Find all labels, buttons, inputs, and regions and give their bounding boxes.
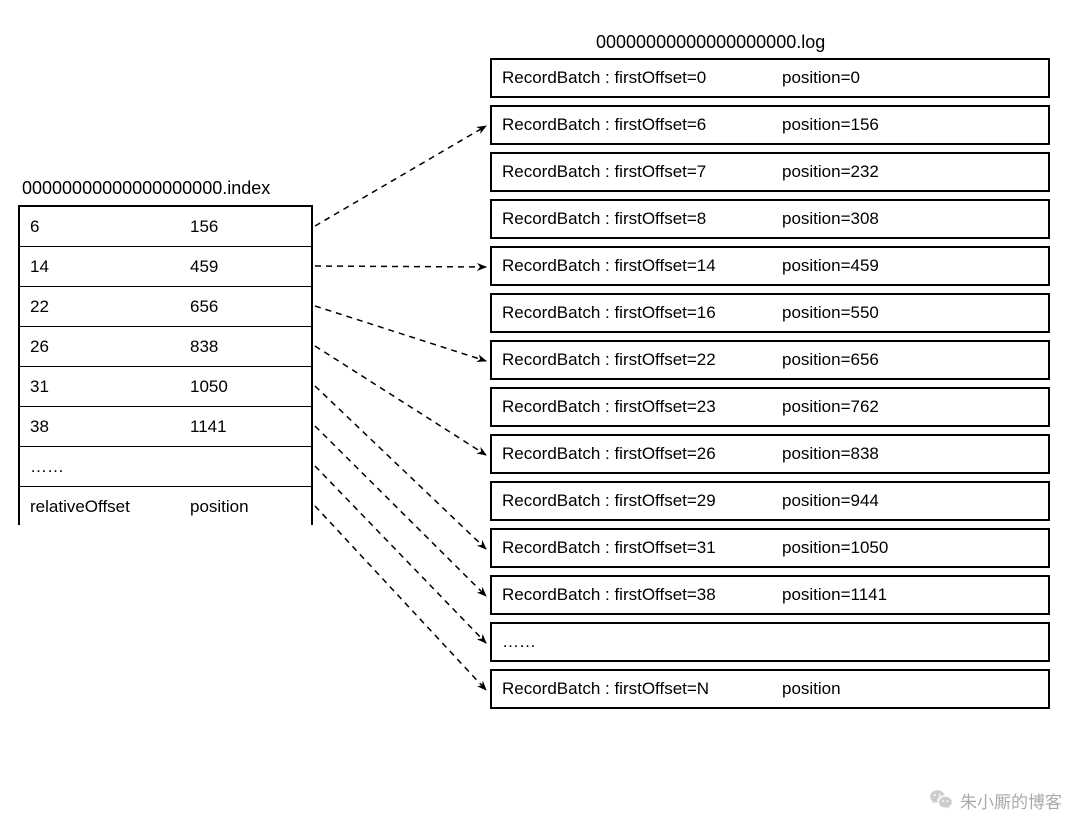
- log-first-offset: RecordBatch : firstOffset=6: [502, 115, 782, 135]
- index-row: relativeOffsetposition: [20, 487, 311, 527]
- index-row: ……: [20, 447, 311, 487]
- log-position: position=0: [782, 68, 1038, 88]
- index-table: 6156144592265626838311050381141……relativ…: [18, 205, 313, 525]
- index-relative-offset: 38: [30, 417, 190, 437]
- log-first-offset: RecordBatch : firstOffset=31: [502, 538, 782, 558]
- log-position: position: [782, 679, 1038, 699]
- log-first-offset: RecordBatch : firstOffset=29: [502, 491, 782, 511]
- index-position: 156: [190, 217, 301, 237]
- index-relative-offset: relativeOffset: [30, 497, 190, 517]
- log-first-offset: RecordBatch : firstOffset=8: [502, 209, 782, 229]
- log-position: position=156: [782, 115, 1038, 135]
- log-row: RecordBatch : firstOffset=16position=550: [490, 293, 1050, 333]
- index-row: 6156: [20, 207, 311, 247]
- log-first-offset: RecordBatch : firstOffset=7: [502, 162, 782, 182]
- log-position: position=1141: [782, 585, 1038, 605]
- arrow: [315, 386, 486, 549]
- log-row: RecordBatch : firstOffset=14position=459: [490, 246, 1050, 286]
- arrow: [315, 346, 486, 455]
- log-first-offset: RecordBatch : firstOffset=22: [502, 350, 782, 370]
- log-position: position=232: [782, 162, 1038, 182]
- index-position: 838: [190, 337, 301, 357]
- log-first-offset: RecordBatch : firstOffset=16: [502, 303, 782, 323]
- index-row: 22656: [20, 287, 311, 327]
- log-row: RecordBatch : firstOffset=31position=105…: [490, 528, 1050, 568]
- log-first-offset: RecordBatch : firstOffset=38: [502, 585, 782, 605]
- log-position: position=550: [782, 303, 1038, 323]
- credit-text: 朱小厮的博客: [960, 788, 1062, 813]
- index-position: 459: [190, 257, 301, 277]
- log-first-offset: RecordBatch : firstOffset=N: [502, 679, 782, 699]
- log-position: position=308: [782, 209, 1038, 229]
- log-first-offset: RecordBatch : firstOffset=23: [502, 397, 782, 417]
- index-relative-offset: ……: [30, 457, 190, 477]
- log-row: RecordBatch : firstOffset=0position=0: [490, 58, 1050, 98]
- log-row: RecordBatch : firstOffset=Nposition: [490, 669, 1050, 709]
- index-row: 311050: [20, 367, 311, 407]
- log-position: position=1050: [782, 538, 1038, 558]
- index-relative-offset: 14: [30, 257, 190, 277]
- wechat-icon: [928, 787, 954, 813]
- index-relative-offset: 31: [30, 377, 190, 397]
- arrow: [315, 266, 486, 267]
- log-row: RecordBatch : firstOffset=38position=114…: [490, 575, 1050, 615]
- log-row: RecordBatch : firstOffset=7position=232: [490, 152, 1050, 192]
- index-row: 26838: [20, 327, 311, 367]
- index-position: 1141: [190, 417, 301, 437]
- index-position: 656: [190, 297, 301, 317]
- log-row: RecordBatch : firstOffset=22position=656: [490, 340, 1050, 380]
- log-first-offset: RecordBatch : firstOffset=0: [502, 68, 782, 88]
- log-file-title: 00000000000000000000.log: [596, 32, 825, 53]
- index-relative-offset: 6: [30, 217, 190, 237]
- arrow: [315, 466, 486, 643]
- log-row: RecordBatch : firstOffset=8position=308: [490, 199, 1050, 239]
- log-row: RecordBatch : firstOffset=26position=838: [490, 434, 1050, 474]
- diagram-canvas: 00000000000000000000.index 6156144592265…: [0, 0, 1080, 827]
- arrow: [315, 506, 486, 690]
- log-ellipsis: ……: [502, 632, 536, 652]
- index-relative-offset: 26: [30, 337, 190, 357]
- arrow: [315, 126, 486, 226]
- index-row: 14459: [20, 247, 311, 287]
- log-first-offset: RecordBatch : firstOffset=14: [502, 256, 782, 276]
- index-position: 1050: [190, 377, 301, 397]
- log-row: ……: [490, 622, 1050, 662]
- log-first-offset: RecordBatch : firstOffset=26: [502, 444, 782, 464]
- log-position: position=459: [782, 256, 1038, 276]
- arrow: [315, 306, 486, 361]
- credit-watermark: 朱小厮的博客: [928, 787, 1062, 813]
- log-position: position=656: [782, 350, 1038, 370]
- log-position: position=838: [782, 444, 1038, 464]
- index-row: 381141: [20, 407, 311, 447]
- log-row: RecordBatch : firstOffset=6position=156: [490, 105, 1050, 145]
- arrow: [315, 426, 486, 596]
- index-file-title: 00000000000000000000.index: [22, 178, 270, 199]
- log-position: position=762: [782, 397, 1038, 417]
- log-row: RecordBatch : firstOffset=23position=762: [490, 387, 1050, 427]
- index-relative-offset: 22: [30, 297, 190, 317]
- log-position: position=944: [782, 491, 1038, 511]
- index-position: position: [190, 497, 301, 517]
- log-row: RecordBatch : firstOffset=29position=944: [490, 481, 1050, 521]
